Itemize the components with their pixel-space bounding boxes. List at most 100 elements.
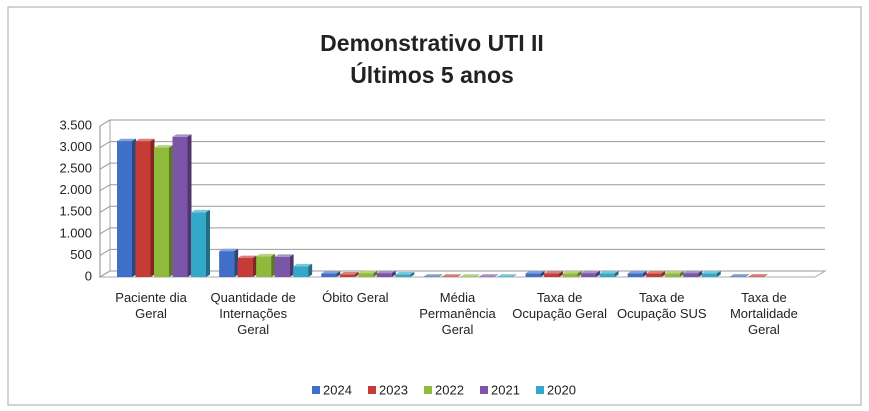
bar-top <box>321 271 341 274</box>
legend-swatch <box>368 386 376 394</box>
bar-side <box>132 138 136 277</box>
side-wall <box>99 119 111 278</box>
bar-top <box>627 270 647 274</box>
grid-line <box>99 205 825 213</box>
legend-swatch <box>424 386 432 394</box>
bar-side <box>614 270 619 277</box>
bar-side <box>206 209 210 277</box>
bar-top <box>293 263 313 267</box>
legend-label: 2024 <box>323 382 352 397</box>
grid-line <box>99 184 825 192</box>
bar-top <box>729 274 749 277</box>
x-tick-label: Média Permanência Geral <box>419 290 496 337</box>
bar-top <box>117 138 136 142</box>
bar-side <box>187 134 192 277</box>
bar <box>581 273 597 277</box>
bar-side <box>289 254 294 277</box>
bar-side <box>744 274 749 277</box>
bar <box>191 212 206 277</box>
x-tick-label: Taxa de Ocupação SUS <box>616 290 707 321</box>
bar-side <box>698 270 703 277</box>
bar <box>172 136 188 277</box>
bar-side <box>493 274 498 277</box>
bar-top <box>376 270 396 274</box>
bar-top <box>683 270 703 274</box>
bar <box>219 251 235 277</box>
bar-side <box>512 274 517 277</box>
y-tick-label: 500 <box>70 247 92 262</box>
bar-top <box>581 270 601 274</box>
legend-label: 2020 <box>547 382 576 397</box>
bar-top <box>154 145 173 148</box>
bar-side <box>661 271 666 277</box>
bar-top <box>599 270 619 274</box>
bar-top <box>525 270 545 274</box>
x-tick-label: Taxa de Ocupação Geral <box>512 290 607 321</box>
bar-side <box>354 272 359 277</box>
bar-top <box>646 271 666 274</box>
legend-swatch <box>536 386 544 394</box>
x-tick-label: Óbito Geral <box>322 290 389 305</box>
bar-side <box>336 271 341 277</box>
bar <box>339 274 355 277</box>
bar-side <box>475 274 480 277</box>
bar <box>664 273 680 277</box>
bar-side <box>559 271 564 277</box>
legend-swatch <box>312 386 320 394</box>
bar-side <box>234 248 239 277</box>
y-tick-label: 1.500 <box>59 204 92 219</box>
bar <box>376 273 392 277</box>
grid-line <box>99 162 825 170</box>
bar-top <box>135 138 155 142</box>
legend-label: 2023 <box>379 382 408 397</box>
bar-top <box>748 274 768 277</box>
y-tick-label: 3.500 <box>59 117 92 132</box>
bar <box>154 147 169 277</box>
bar-top <box>701 270 721 274</box>
bar-top <box>339 272 359 275</box>
chart-subtitle: Últimos 5 anos <box>350 61 514 88</box>
bar <box>117 141 132 277</box>
legend-label: 2022 <box>435 382 464 397</box>
x-tick-label: Quantidade de Internações Geral <box>210 290 296 337</box>
bar <box>627 273 643 277</box>
bar-top <box>441 274 461 277</box>
bar <box>562 273 578 277</box>
grid-line <box>99 141 825 149</box>
bar-top <box>358 270 378 274</box>
bar-top <box>395 272 415 275</box>
bar-top <box>191 209 210 213</box>
bar-top <box>544 271 564 274</box>
bar <box>358 273 374 277</box>
grid-line <box>99 119 825 127</box>
y-tick-label: 0 <box>85 268 92 283</box>
bar-top <box>256 253 276 257</box>
bar <box>274 256 290 277</box>
bar-side <box>540 270 545 277</box>
bar <box>395 274 411 277</box>
bar-top <box>172 134 192 137</box>
bar <box>321 273 337 277</box>
bar-side <box>391 270 396 277</box>
bar <box>525 273 541 277</box>
y-tick-label: 3.000 <box>59 139 92 154</box>
bar-side <box>150 138 155 277</box>
bar <box>544 273 560 277</box>
bar-side <box>716 270 721 277</box>
bar-side <box>271 253 276 277</box>
bar-side <box>456 274 461 277</box>
y-tick-label: 2.000 <box>59 182 92 197</box>
bar-top <box>664 270 684 274</box>
y-tick-label: 1.000 <box>59 225 92 240</box>
bar-side <box>438 274 443 277</box>
x-tick-label: Taxa de Mortalidade Geral <box>729 290 798 337</box>
bar-side <box>410 272 415 277</box>
bar-top <box>460 274 480 277</box>
bar <box>237 258 253 277</box>
bar <box>646 273 662 277</box>
bar-top <box>274 254 294 257</box>
x-tick-label: Paciente dia Geral <box>115 290 187 321</box>
y-tick-label: 2.500 <box>59 161 92 176</box>
